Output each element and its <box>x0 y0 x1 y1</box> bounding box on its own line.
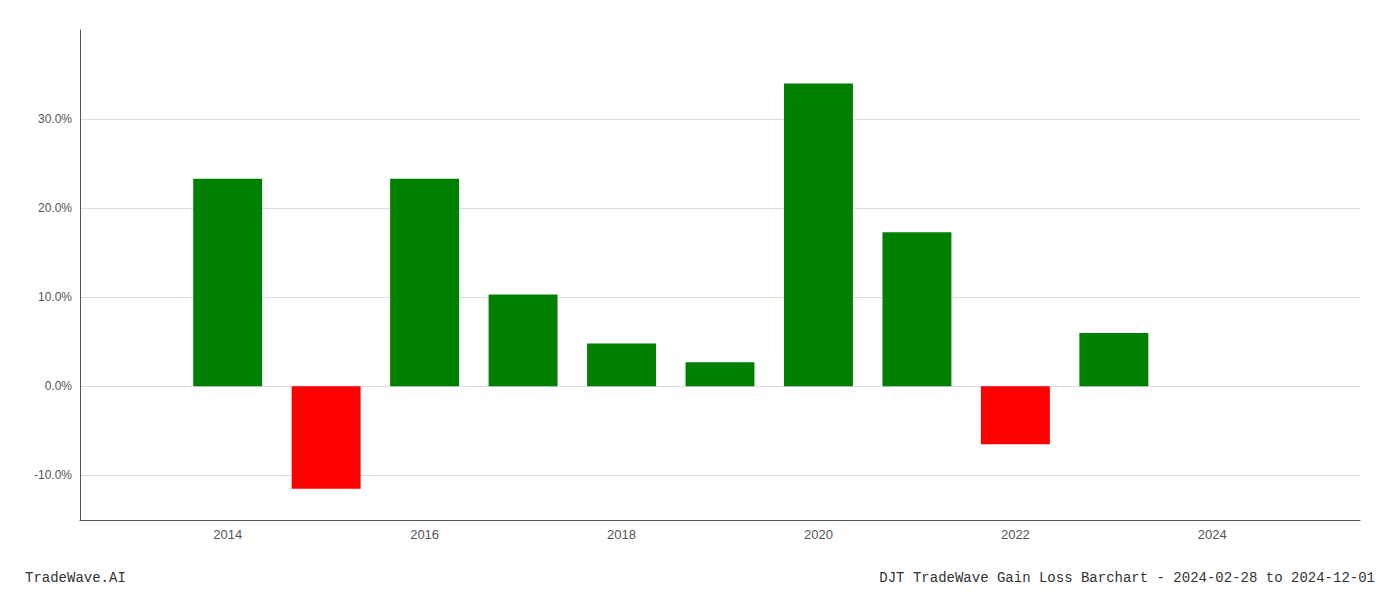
svg-text:2022: 2022 <box>1001 527 1030 542</box>
svg-text:TradeWave.AI: TradeWave.AI <box>25 570 126 586</box>
svg-text:0.0%: 0.0% <box>45 379 73 393</box>
svg-text:DJT TradeWave Gain Loss Barcha: DJT TradeWave Gain Loss Barchart - 2024-… <box>879 570 1375 586</box>
svg-text:2018: 2018 <box>607 527 636 542</box>
svg-text:30.0%: 30.0% <box>38 112 72 126</box>
svg-text:-10.0%: -10.0% <box>34 468 72 482</box>
svg-text:2016: 2016 <box>410 527 439 542</box>
svg-text:2020: 2020 <box>804 527 833 542</box>
svg-text:10.0%: 10.0% <box>38 290 72 304</box>
svg-text:2014: 2014 <box>213 527 242 542</box>
svg-text:20.0%: 20.0% <box>38 201 72 215</box>
svg-text:2024: 2024 <box>1198 527 1227 542</box>
